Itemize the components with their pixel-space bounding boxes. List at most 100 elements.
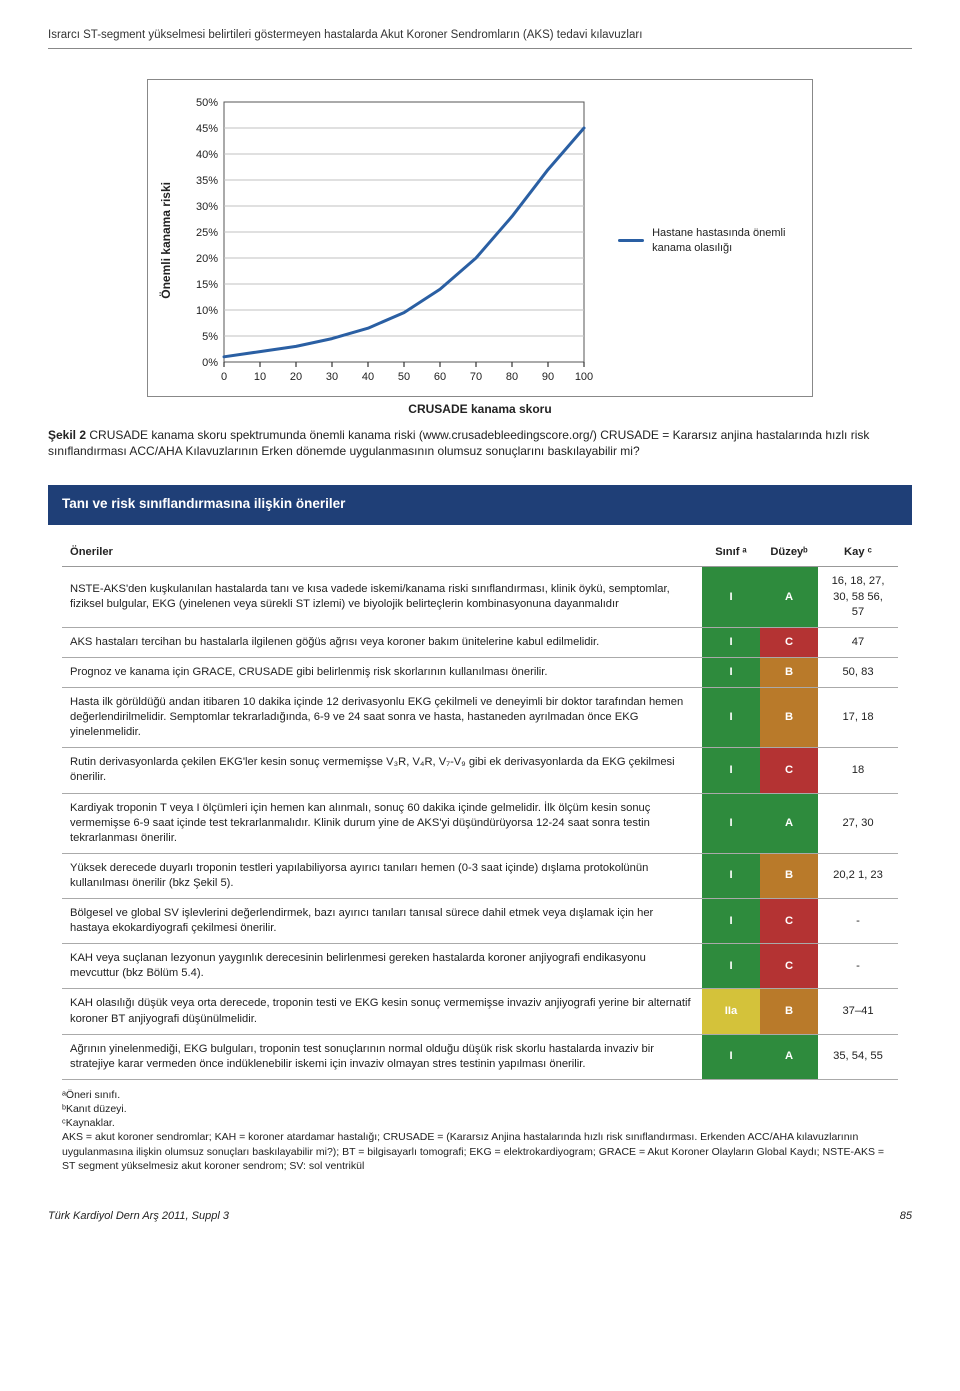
th-duzey: Düzeyᵇ — [760, 539, 818, 567]
rec-sinif: I — [702, 687, 760, 747]
table-row: Rutin derivasyonlarda çekilen EKG'ler ke… — [62, 748, 898, 793]
rec-kay: 20,2 1, 23 — [818, 853, 898, 898]
rec-text: AKS hastaları tercihan bu hastalarla ilg… — [62, 627, 702, 657]
table-row: Kardiyak troponin T veya I ölçümleri içi… — [62, 793, 898, 853]
rec-kay: 37–41 — [818, 989, 898, 1034]
svg-text:20: 20 — [290, 371, 302, 383]
svg-text:90: 90 — [542, 371, 554, 383]
svg-text:30: 30 — [326, 371, 338, 383]
rec-duzey: A — [760, 793, 818, 853]
rec-sinif: I — [702, 1034, 760, 1079]
rec-kay: - — [818, 899, 898, 944]
svg-text:70: 70 — [470, 371, 482, 383]
svg-text:0: 0 — [221, 371, 227, 383]
rec-duzey: A — [760, 1034, 818, 1079]
rec-duzey: B — [760, 853, 818, 898]
rec-sinif: I — [702, 793, 760, 853]
rec-duzey: C — [760, 748, 818, 793]
section-title: Tanı ve risk sınıflandırmasına ilişkin ö… — [48, 485, 912, 523]
svg-text:40%: 40% — [196, 149, 218, 161]
rec-sinif: I — [702, 657, 760, 687]
footnote-abbr: AKS = akut koroner sendromlar; KAH = kor… — [62, 1130, 898, 1173]
rec-duzey: C — [760, 627, 818, 657]
svg-text:20%: 20% — [196, 253, 218, 265]
rec-duzey: B — [760, 989, 818, 1034]
figure-caption: Şekil 2 CRUSADE kanama skoru spektrumund… — [48, 427, 912, 459]
table-row: KAH veya suçlanan lezyonun yaygınlık der… — [62, 944, 898, 989]
footnote-b: ᵇKanıt düzeyi. — [62, 1102, 898, 1116]
rec-text: Yüksek derecede duyarlı troponin testler… — [62, 853, 702, 898]
rec-text: Hasta ilk görüldüğü andan itibaren 10 da… — [62, 687, 702, 747]
rec-duzey: C — [760, 944, 818, 989]
th-sinif: Sınıf ᵃ — [702, 539, 760, 567]
chart-svg: 0%5%10%15%20%25%30%35%40%45%50%010203040… — [180, 94, 594, 388]
svg-text:50: 50 — [398, 371, 410, 383]
figure-caption-rest: CRUSADE kanama skoru spektrumunda önemli… — [48, 428, 869, 458]
recommendations-table: Öneriler Sınıf ᵃ Düzeyᵇ Kay ᶜ NSTE-AKS'd… — [62, 539, 898, 1080]
table-row: KAH olasılığı düşük veya orta derecede, … — [62, 989, 898, 1034]
svg-text:40: 40 — [362, 371, 374, 383]
rec-duzey: B — [760, 687, 818, 747]
figure-caption-bold: Şekil 2 — [48, 428, 86, 442]
rec-sinif: I — [702, 899, 760, 944]
rec-sinif: I — [702, 748, 760, 793]
rec-kay: 35, 54, 55 — [818, 1034, 898, 1079]
figure-2-chart: Önemli kanama riski 0%5%10%15%20%25%30%3… — [48, 79, 912, 417]
running-head: Israrcı ST-segment yükselmesi belirtiler… — [48, 28, 912, 49]
table-row: Bölgesel ve global SV işlevlerini değerl… — [62, 899, 898, 944]
rec-text: Ağrının yinelenmediği, EKG bulguları, tr… — [62, 1034, 702, 1079]
svg-text:0%: 0% — [202, 357, 218, 369]
rec-text: Kardiyak troponin T veya I ölçümleri içi… — [62, 793, 702, 853]
chart-ylabel: Önemli kanama riski — [158, 182, 174, 299]
footer-journal: Türk Kardiyol Dern Arş 2011, Suppl 3 — [48, 1209, 229, 1224]
table-row: AKS hastaları tercihan bu hastalarla ilg… — [62, 627, 898, 657]
rec-kay: 16, 18, 27, 30, 58 56, 57 — [818, 567, 898, 627]
svg-text:100: 100 — [575, 371, 593, 383]
rec-text: Prognoz ve kanama için GRACE, CRUSADE gi… — [62, 657, 702, 687]
rec-duzey: A — [760, 567, 818, 627]
svg-text:25%: 25% — [196, 227, 218, 239]
rec-text: KAH olasılığı düşük veya orta derecede, … — [62, 989, 702, 1034]
svg-text:45%: 45% — [196, 123, 218, 135]
rec-kay: 50, 83 — [818, 657, 898, 687]
svg-text:10%: 10% — [196, 305, 218, 317]
rec-sinif: I — [702, 944, 760, 989]
th-kay: Kay ᶜ — [818, 539, 898, 567]
footnote-a: ᵃÖneri sınıfı. — [62, 1088, 898, 1102]
rec-duzey: B — [760, 657, 818, 687]
footnote-c: ᶜKaynaklar. — [62, 1116, 898, 1130]
rec-text: Rutin derivasyonlarda çekilen EKG'ler ke… — [62, 748, 702, 793]
footer-page: 85 — [900, 1209, 912, 1224]
table-row: Hasta ilk görüldüğü andan itibaren 10 da… — [62, 687, 898, 747]
rec-kay: - — [818, 944, 898, 989]
table-footnotes: ᵃÖneri sınıfı. ᵇKanıt düzeyi. ᶜKaynaklar… — [62, 1088, 898, 1173]
svg-text:60: 60 — [434, 371, 446, 383]
rec-kay: 17, 18 — [818, 687, 898, 747]
svg-text:35%: 35% — [196, 175, 218, 187]
svg-text:50%: 50% — [196, 97, 218, 109]
svg-text:10: 10 — [254, 371, 266, 383]
legend-swatch — [618, 239, 644, 242]
recommendations-table-box: Öneriler Sınıf ᵃ Düzeyᵇ Kay ᶜ NSTE-AKS'd… — [48, 523, 912, 1183]
rec-text: Bölgesel ve global SV işlevlerini değerl… — [62, 899, 702, 944]
chart-legend: Hastane hastasında önemli kanama olasılı… — [618, 226, 792, 256]
chart-xlabel: CRUSADE kanama skoru — [147, 401, 813, 417]
rec-kay: 18 — [818, 748, 898, 793]
rec-text: KAH veya suçlanan lezyonun yaygınlık der… — [62, 944, 702, 989]
rec-sinif: I — [702, 853, 760, 898]
rec-duzey: C — [760, 899, 818, 944]
rec-sinif: IIa — [702, 989, 760, 1034]
svg-text:80: 80 — [506, 371, 518, 383]
rec-kay: 47 — [818, 627, 898, 657]
svg-text:15%: 15% — [196, 279, 218, 291]
table-row: Yüksek derecede duyarlı troponin testler… — [62, 853, 898, 898]
rec-text: NSTE-AKS'den kuşkulanılan hastalarda tan… — [62, 567, 702, 627]
legend-text: Hastane hastasında önemli kanama olasılı… — [652, 226, 792, 256]
th-oneriler: Öneriler — [62, 539, 702, 567]
rec-sinif: I — [702, 567, 760, 627]
table-row: NSTE-AKS'den kuşkulanılan hastalarda tan… — [62, 567, 898, 627]
rec-sinif: I — [702, 627, 760, 657]
table-row: Prognoz ve kanama için GRACE, CRUSADE gi… — [62, 657, 898, 687]
svg-text:5%: 5% — [202, 331, 218, 343]
rec-kay: 27, 30 — [818, 793, 898, 853]
